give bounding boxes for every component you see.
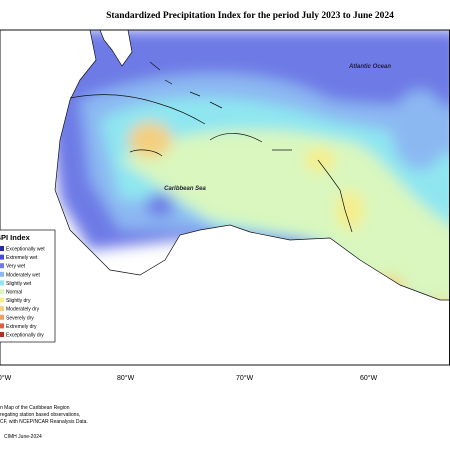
longitude-labels: 90°W 80°W 70°W 60°W [0, 374, 378, 382]
legend-label: Normal [6, 290, 22, 296]
legend-label: Extremely wet [6, 255, 38, 261]
legend-label: Slightly dry [6, 298, 31, 304]
footnote: CIMH June-2024 [4, 434, 42, 440]
legend-swatch [0, 314, 4, 320]
ocean-label: Atlantic Ocean [348, 64, 391, 70]
footnote: CF, with NCEP/NCAR Reanalysis Data. [0, 419, 88, 425]
legend-swatch [0, 254, 4, 260]
legend-swatch [0, 271, 4, 277]
legend-swatch [0, 246, 4, 251]
legend-label: Moderately dry [6, 307, 40, 313]
legend-label: Severely dry [6, 315, 34, 321]
legend-swatch [0, 332, 4, 337]
spi-field [0, 30, 450, 365]
legend-title: SPI Index [0, 233, 31, 242]
legend-label: Extremely dry [6, 324, 37, 330]
legend-swatch [0, 280, 4, 286]
legend-label: Exceptionally wet [6, 247, 45, 253]
sea-label: Caribbean Sea [164, 186, 206, 192]
legend-swatch [0, 263, 4, 269]
legend-swatch [0, 323, 4, 329]
legend-label: Slightly wet [6, 281, 32, 287]
footnote: n Map of the Caribbean Region [0, 405, 70, 411]
footnote: regating station based observations, [0, 412, 80, 418]
legend-swatch [0, 306, 4, 312]
longitude-label: 80°W [117, 374, 135, 382]
legend-swatch [0, 289, 4, 294]
legend: SPI Index Exceptionally wet Extremely wet… [0, 229, 56, 343]
longitude-label: 70°W [236, 374, 254, 382]
legend-label: Moderately wet [6, 272, 41, 278]
legend-label: Exceptionally dry [6, 333, 44, 339]
map-title: Standardized Precipitation Index for the… [106, 11, 394, 21]
longitude-label: 60°W [360, 374, 378, 382]
legend-swatch [0, 297, 4, 303]
legend-label: Very wet [6, 264, 26, 270]
longitude-label: 90°W [0, 374, 12, 382]
